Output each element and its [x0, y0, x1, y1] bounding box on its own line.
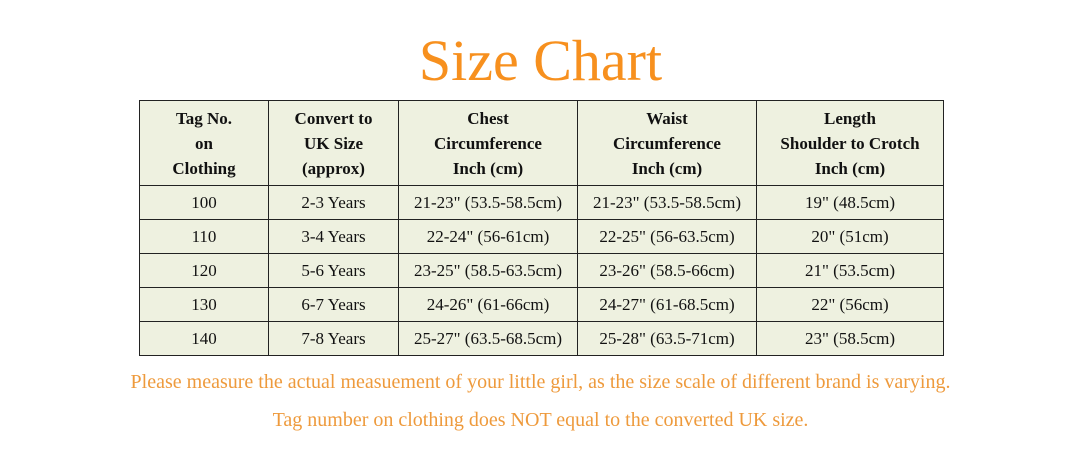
column-header-line: Inch (cm) — [814, 158, 886, 178]
table-cell: 25-28" (63.5-71cm) — [577, 321, 757, 356]
column-header-line: on — [195, 133, 213, 153]
table-row: 100 2-3 Years 21-23" (53.5-58.5cm) 21-23" (… — [139, 185, 944, 220]
column-header-line: Inch (cm) — [452, 158, 524, 178]
column-header-line: UK Size — [303, 133, 364, 153]
table-cell: 20" (51cm) — [756, 219, 944, 254]
table-cell: 140 — [139, 321, 269, 356]
column-header-line: Clothing — [172, 158, 236, 178]
column-header-line: Shoulder to Crotch — [780, 133, 920, 153]
column-header-line: Length — [824, 108, 876, 128]
column-header-line: Circumference — [613, 133, 721, 153]
table-cell: 25-27" (63.5-68.5cm) — [398, 321, 578, 356]
table-cell: 22-25" (56-63.5cm) — [577, 219, 757, 254]
table-cell: 21" (53.5cm) — [756, 253, 944, 288]
table-cell: 100 — [139, 185, 269, 220]
column-header: Tag No. on Clothing — [139, 100, 269, 186]
table-cell: 22-24" (56-61cm) — [398, 219, 578, 254]
tag-note: Tag number on clothing does NOT equal to… — [272, 409, 809, 431]
column-header: Convert to UK Size (approx) — [268, 100, 399, 186]
table-cell: 6-7 Years — [268, 287, 399, 322]
table-cell: 5-6 Years — [268, 253, 399, 288]
column-header-line: Convert to — [294, 108, 373, 128]
table-cell: 7-8 Years — [268, 321, 399, 356]
column-header: Length Shoulder to Crotch Inch (cm) — [756, 100, 944, 186]
table-cell: 24-27" (61-68.5cm) — [577, 287, 757, 322]
column-header: Chest Circumference Inch (cm) — [398, 100, 578, 186]
table-cell: 130 — [139, 287, 269, 322]
column-header-line: (approx) — [302, 158, 365, 178]
page-title: Size Chart — [418, 28, 663, 93]
table-cell: 110 — [139, 219, 269, 254]
column-header-line: Circumference — [434, 133, 542, 153]
table-cell: 21-23" (53.5-58.5cm) — [398, 185, 578, 220]
table-row: 120 5-6 Years 23-25" (58.5-63.5cm) 23-26" (… — [139, 253, 944, 288]
column-header-line: Waist — [646, 108, 688, 128]
measure-note: Please measure the actual measuement of … — [130, 371, 951, 393]
column-header-line: Inch (cm) — [631, 158, 703, 178]
header-row: Tag No. on Clothing Convert to UK Size (appro… — [139, 100, 944, 186]
table-cell: 24-26" (61-66cm) — [398, 287, 578, 322]
table-cell: 23" (58.5cm) — [756, 321, 944, 356]
table-cell: 120 — [139, 253, 269, 288]
table-row: 110 3-4 Years 22-24" (56-61cm) 22-25" (56-6… — [139, 219, 944, 254]
column-header-line: Tag No. — [175, 108, 233, 128]
column-header: Waist Circumference Inch (cm) — [577, 100, 757, 186]
table-cell: 2-3 Years — [268, 185, 399, 220]
column-header-line: Chest — [467, 108, 509, 128]
table-row: 130 6-7 Years 24-26" (61-66cm) 24-27" (61-6… — [139, 287, 944, 322]
table-cell: 23-26" (58.5-66cm) — [577, 253, 757, 288]
table-row: 140 7-8 Years 25-27" (63.5-68.5cm) 25-28" (… — [139, 321, 944, 356]
table-cell: 3-4 Years — [268, 219, 399, 254]
size-chart-table: Tag No. on Clothing Convert to UK Size (appro… — [139, 100, 944, 356]
table-cell: 23-25" (58.5-63.5cm) — [398, 253, 578, 288]
table-cell: 22" (56cm) — [756, 287, 944, 322]
table-cell: 19" (48.5cm) — [756, 185, 944, 220]
table-cell: 21-23" (53.5-58.5cm) — [577, 185, 757, 220]
